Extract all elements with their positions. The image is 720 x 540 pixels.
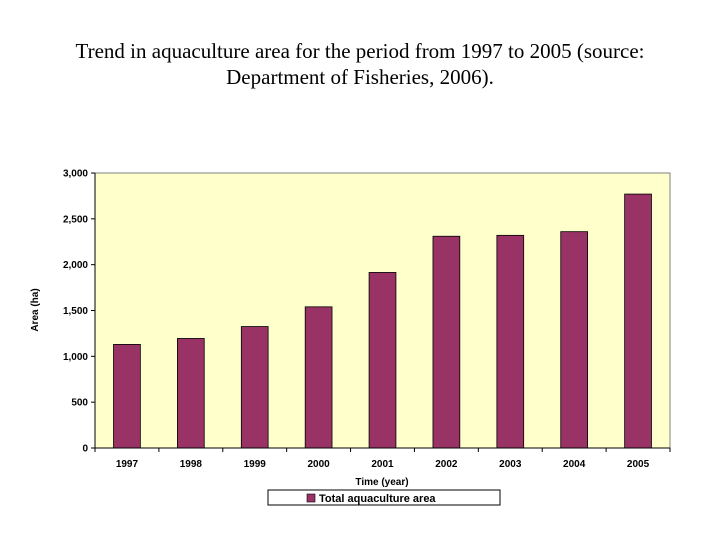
x-tick-label: 2004 — [563, 459, 586, 470]
x-axis-title: Time (year) — [355, 477, 408, 488]
legend: Total aquaculture area — [267, 489, 501, 506]
bar — [496, 234, 525, 449]
x-tick-label: 2000 — [307, 459, 330, 470]
y-tick-label: 1,000 — [63, 352, 88, 363]
x-tick-label: 2002 — [435, 459, 458, 470]
y-tick-label: 2,500 — [63, 214, 88, 225]
x-axis: 1997 1998 1999 2000 2001 2002 2003 2004 2005 — [94, 447, 671, 470]
bar — [304, 306, 333, 449]
y-tick-label: 0 — [82, 444, 88, 455]
bar — [368, 272, 397, 449]
y-axis: 0 500 1,000 1,500 2,000 2,500 3,000 — [63, 169, 96, 455]
x-tick-label: 2001 — [371, 459, 394, 470]
y-axis-title: Area (ha) — [30, 288, 41, 331]
bar — [113, 344, 141, 449]
bar — [560, 231, 588, 449]
chart-title-line-2: Department of Fisheries, 2006). — [226, 65, 494, 89]
y-tick-label: 2,000 — [63, 260, 88, 271]
bar — [432, 235, 461, 449]
x-tick-label: 2005 — [627, 459, 650, 470]
chart-title: Trend in aquaculture area for the period… — [40, 38, 680, 90]
legend-swatch — [306, 493, 316, 503]
y-tick-label: 3,000 — [63, 169, 88, 180]
bars-group — [113, 193, 652, 449]
legend-box — [267, 489, 501, 506]
legend-label: Total aquaculture area — [319, 493, 436, 505]
y-tick-label: 1,500 — [63, 306, 88, 317]
bar — [177, 338, 205, 449]
bar — [240, 326, 269, 449]
chart-title-line-1: Trend in aquaculture area for the period… — [75, 39, 645, 63]
bar — [624, 193, 652, 449]
x-tick-label: 1998 — [180, 459, 203, 470]
x-tick-label: 1999 — [244, 459, 267, 470]
x-tick-label: 1997 — [116, 459, 139, 470]
y-tick-label: 500 — [71, 398, 88, 409]
x-tick-label: 2003 — [499, 459, 522, 470]
